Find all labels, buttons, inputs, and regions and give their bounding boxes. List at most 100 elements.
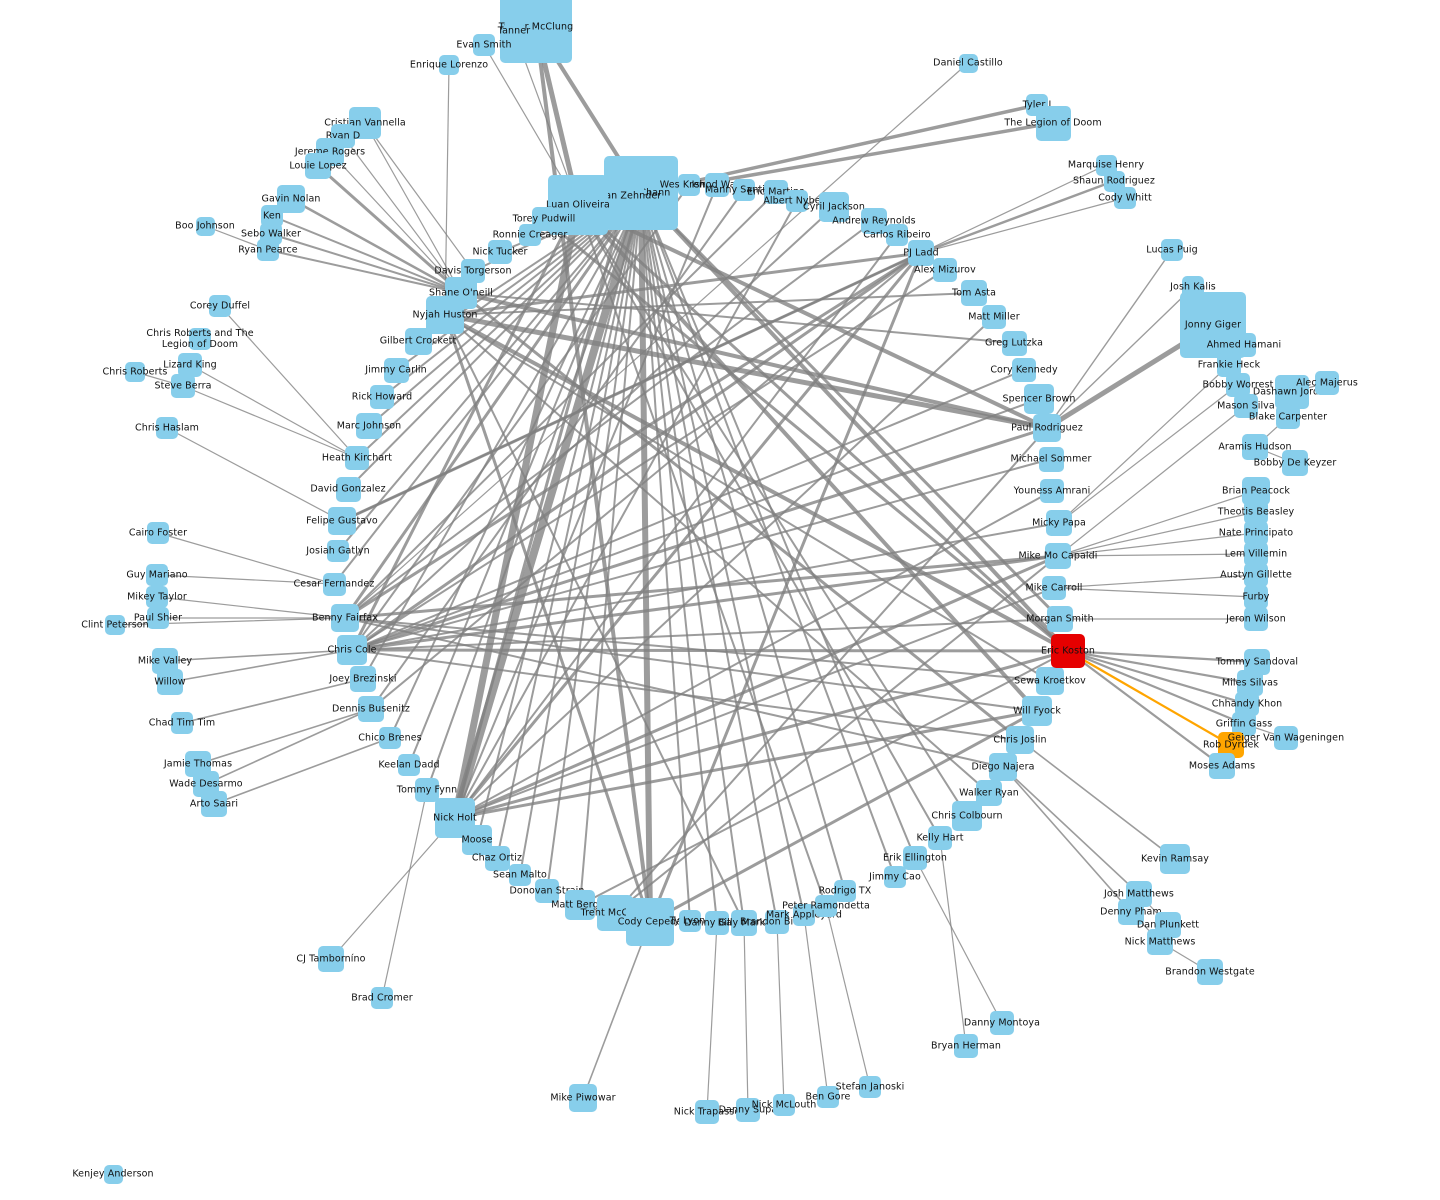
graph-node[interactable] [1038, 446, 1064, 472]
graph-node[interactable] [146, 564, 168, 586]
graph-node[interactable] [733, 179, 755, 201]
graph-node[interactable] [886, 224, 908, 246]
graph-node[interactable] [105, 615, 125, 635]
graph-node[interactable] [1001, 330, 1027, 356]
graph-node[interactable] [765, 910, 789, 934]
graph-node[interactable] [371, 987, 393, 1009]
graph-node[interactable] [335, 476, 361, 502]
graph-node[interactable] [989, 753, 1017, 781]
graph-node[interactable] [350, 666, 376, 692]
graph-node[interactable] [1045, 543, 1071, 569]
graph-node[interactable] [178, 353, 202, 377]
graph-node[interactable] [861, 208, 887, 234]
graph-node[interactable] [952, 801, 982, 831]
graph-node[interactable] [678, 174, 700, 196]
graph-node[interactable] [331, 604, 359, 632]
graph-node[interactable] [1103, 170, 1125, 192]
graph-node[interactable] [933, 258, 957, 282]
graph-node[interactable] [1047, 606, 1073, 632]
graph-node[interactable] [859, 1076, 881, 1098]
graph-node[interactable] [1118, 899, 1144, 925]
graph-node[interactable] [1315, 371, 1339, 395]
graph-node[interactable] [426, 296, 464, 334]
graph-node[interactable] [1114, 187, 1136, 209]
graph-node[interactable] [209, 295, 231, 317]
graph-node[interactable] [736, 1098, 760, 1122]
graph-node[interactable] [509, 864, 531, 886]
graph-node[interactable] [261, 205, 283, 227]
graph-node[interactable] [1022, 696, 1052, 726]
graph-node[interactable] [1274, 726, 1298, 750]
graph-node[interactable] [535, 879, 559, 903]
graph-node[interactable] [379, 727, 401, 749]
graph-node[interactable] [1036, 667, 1064, 695]
graph-node[interactable] [608, 178, 644, 214]
graph-node[interactable] [1244, 563, 1268, 587]
graph-node[interactable] [1244, 500, 1268, 524]
graph-node[interactable] [147, 607, 169, 629]
graph-node[interactable] [1209, 753, 1235, 779]
graph-node[interactable] [1040, 479, 1064, 503]
graph-node[interactable] [1226, 373, 1250, 397]
graph-node[interactable] [1147, 929, 1173, 955]
graph-node[interactable] [1046, 510, 1072, 536]
graph-node[interactable] [928, 826, 952, 850]
graph-node[interactable] [519, 224, 541, 246]
graph-node[interactable] [1237, 670, 1263, 696]
graph-node[interactable] [731, 910, 757, 936]
graph-node[interactable] [786, 190, 808, 212]
graph-node[interactable] [504, 21, 524, 41]
graph-node[interactable] [358, 696, 384, 722]
graph-node[interactable] [345, 446, 369, 470]
graph-node[interactable] [146, 586, 168, 608]
graph-node[interactable] [705, 911, 729, 935]
graph-node[interactable] [1242, 434, 1268, 460]
graph-node[interactable] [484, 845, 510, 871]
graph-node[interactable] [764, 180, 788, 204]
graph-node[interactable] [679, 910, 701, 932]
graph-node[interactable] [815, 895, 837, 917]
graph-node[interactable] [1161, 239, 1183, 261]
graph-node[interactable] [156, 417, 178, 439]
graph-node[interactable] [903, 846, 927, 870]
graph-node[interactable] [356, 413, 382, 439]
graph-node[interactable] [565, 890, 595, 920]
graph-node[interactable] [473, 34, 495, 56]
graph-node[interactable] [488, 240, 512, 264]
graph-node[interactable] [1012, 358, 1036, 382]
graph-node[interactable] [884, 866, 906, 888]
graph-node[interactable] [1282, 450, 1308, 476]
graph-node[interactable] [958, 53, 978, 73]
graph-node[interactable] [1042, 576, 1066, 600]
graph-node[interactable] [103, 1164, 123, 1184]
graph-node[interactable] [793, 904, 815, 926]
graph-node[interactable] [328, 507, 356, 535]
graph-node[interactable] [773, 1094, 795, 1116]
graph-node[interactable] [327, 540, 349, 562]
graph-node[interactable] [1244, 607, 1268, 631]
graph-node[interactable] [1160, 844, 1190, 874]
graph-node[interactable] [1006, 726, 1034, 754]
graph-node[interactable] [125, 362, 145, 382]
graph-node[interactable] [834, 880, 856, 902]
graph-node[interactable] [370, 385, 394, 409]
graph-node[interactable] [189, 328, 211, 350]
graph-node[interactable] [695, 1100, 719, 1124]
graph-node[interactable] [171, 374, 195, 398]
graph-node[interactable] [954, 1034, 978, 1058]
graph-node[interactable] [257, 239, 279, 261]
graph-node[interactable] [961, 280, 987, 306]
graph-node[interactable] [705, 173, 729, 197]
graph-node[interactable] [383, 357, 409, 383]
graph-node[interactable] [337, 635, 367, 665]
graph-node[interactable] [1035, 105, 1071, 141]
graph-node[interactable] [626, 898, 674, 946]
graph-node[interactable] [569, 1084, 597, 1112]
graph-node[interactable] [1244, 521, 1268, 545]
graph-node[interactable] [195, 216, 215, 236]
graph-node[interactable] [201, 791, 227, 817]
graph-node[interactable] [1244, 585, 1268, 609]
graph-node[interactable] [976, 780, 1002, 806]
graph-node[interactable] [982, 305, 1006, 329]
graph-node[interactable] [147, 522, 169, 544]
